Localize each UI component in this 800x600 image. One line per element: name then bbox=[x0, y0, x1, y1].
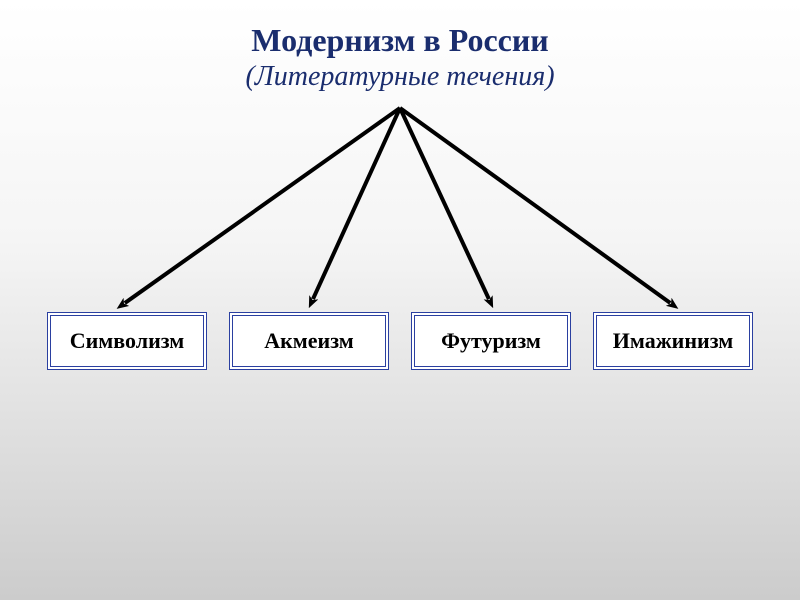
title-block: Модернизм в России (Литературные течения… bbox=[0, 0, 800, 93]
page-subtitle: (Литературные течения) bbox=[0, 61, 800, 93]
boxes-row: Символизм Акмеизм Футуризм Имажинизм bbox=[0, 312, 800, 370]
arrows-svg bbox=[0, 100, 800, 330]
box-imaginism: Имажинизм bbox=[593, 312, 753, 370]
page-title: Модернизм в России bbox=[0, 22, 800, 59]
box-symbolism: Символизм bbox=[47, 312, 207, 370]
box-futurism: Футуризм bbox=[411, 312, 571, 370]
box-acmeism: Акмеизм bbox=[229, 312, 389, 370]
